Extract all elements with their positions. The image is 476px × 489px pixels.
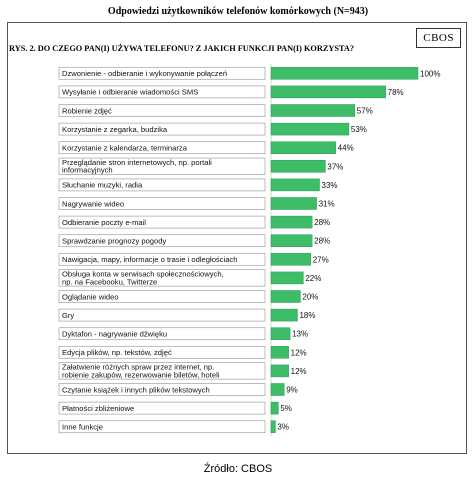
bar <box>270 160 326 173</box>
bar <box>270 420 276 433</box>
bar <box>270 327 291 340</box>
bar <box>270 253 311 266</box>
value-label: 28% <box>314 218 330 227</box>
bar <box>270 215 313 229</box>
category-label-box <box>58 362 266 380</box>
brand-logo: CBOS <box>416 28 461 48</box>
bar <box>270 383 285 396</box>
category-label-box <box>58 269 266 287</box>
bar <box>270 122 350 136</box>
category-label-box <box>58 420 266 434</box>
value-label: 13% <box>292 330 308 339</box>
category-label: Płatności zbliżeniowe <box>62 404 134 413</box>
category-label-box <box>58 252 266 266</box>
category-label: Obsługa konta w serwisach społecznościow… <box>62 270 224 279</box>
bar <box>270 234 313 247</box>
chart-heading: Odpowiedzi użytkowników telefonów komórk… <box>107 6 369 17</box>
value-label: 27% <box>313 255 329 264</box>
category-label: Inne funkcje <box>62 423 103 432</box>
category-label-box <box>58 290 266 303</box>
bar <box>270 346 289 359</box>
value-label: 12% <box>291 348 307 357</box>
category-label: Nawigacja, mapy, informacje o trasie i o… <box>62 255 237 264</box>
category-label-box <box>58 66 266 80</box>
chart-question: RYS. 2. DO CZEGO PAN(I) UŻYWA TELEFONU? … <box>9 44 355 53</box>
value-label: 9% <box>286 386 298 395</box>
category-label-box <box>58 345 266 359</box>
category-label-box <box>58 141 266 155</box>
value-label: 20% <box>302 293 318 302</box>
category-label: Gry <box>62 311 74 320</box>
value-label: 31% <box>319 200 335 209</box>
category-label-box <box>58 401 266 415</box>
bar <box>270 104 356 117</box>
bar <box>270 271 304 285</box>
category-label-box <box>58 308 266 322</box>
value-label: 100% <box>420 69 440 78</box>
category-label: informacyjnych <box>62 166 113 175</box>
bar <box>270 197 317 210</box>
bar <box>270 364 289 378</box>
category-label: Sprawdzanie prognozy pogody <box>62 237 166 246</box>
bar <box>270 308 298 322</box>
bar <box>270 67 419 80</box>
category-label-box <box>58 85 266 99</box>
category-label-box <box>58 234 266 248</box>
category-label-box <box>58 157 266 175</box>
category-label: Odbieranie poczty e-mail <box>62 218 146 227</box>
category-label: Oglądanie wideo <box>62 292 119 301</box>
bar <box>270 141 336 154</box>
value-label: 28% <box>314 237 330 246</box>
category-label: Czytanie książek i innych plików tekstow… <box>62 385 210 394</box>
value-label: 5% <box>280 404 292 413</box>
value-label: 57% <box>357 107 373 116</box>
category-label: Wysyłanie i odbieranie wiadomości SMS <box>62 88 198 97</box>
category-label: np. na Facebooku, Twitterze <box>62 277 157 286</box>
category-label: Edycja plików, np. tekstów, zdjęć <box>62 348 172 357</box>
value-label: 37% <box>327 162 343 171</box>
category-label-box <box>58 215 266 229</box>
category-label: Nagrywanie wideo <box>62 199 124 208</box>
category-label-box <box>58 104 266 117</box>
source-note: Źródło: CBOS <box>203 463 273 475</box>
category-label: Słuchanie muzyki, radia <box>62 181 143 190</box>
value-label: 44% <box>338 144 354 153</box>
category-label: Załatwienie różnych spraw przez internet… <box>62 363 214 372</box>
bar <box>270 401 279 415</box>
category-label-box <box>58 327 266 341</box>
value-label: 53% <box>351 125 367 134</box>
category-label-box <box>58 383 266 396</box>
bar <box>270 178 320 192</box>
category-label: Przeglądanie stron internetowych, np. po… <box>62 158 212 167</box>
value-label: 12% <box>291 367 307 376</box>
category-label-box <box>58 122 266 136</box>
category-label: Robienie zdjęć <box>62 106 112 115</box>
category-label: Dyktafon - nagrywanie dźwięku <box>62 330 167 339</box>
bar <box>270 85 386 99</box>
category-label-box <box>58 197 266 210</box>
category-label: Korzystanie z zegarka, budzika <box>62 125 168 134</box>
category-label: robienie zakupów, rezerwowanie biletów, … <box>62 370 220 379</box>
value-label: 22% <box>305 274 321 283</box>
category-label: Dzwonienie - odbieranie i wykonywanie po… <box>62 69 227 78</box>
category-label: Korzystanie z kalendarza, terminarza <box>62 144 188 153</box>
category-label-box <box>58 178 266 192</box>
value-label: 3% <box>277 423 289 432</box>
chart-frame: CBOS <box>7 22 467 454</box>
value-label: 33% <box>322 181 338 190</box>
value-label: 18% <box>299 311 315 320</box>
bar <box>270 290 301 303</box>
value-label: 78% <box>388 88 404 97</box>
